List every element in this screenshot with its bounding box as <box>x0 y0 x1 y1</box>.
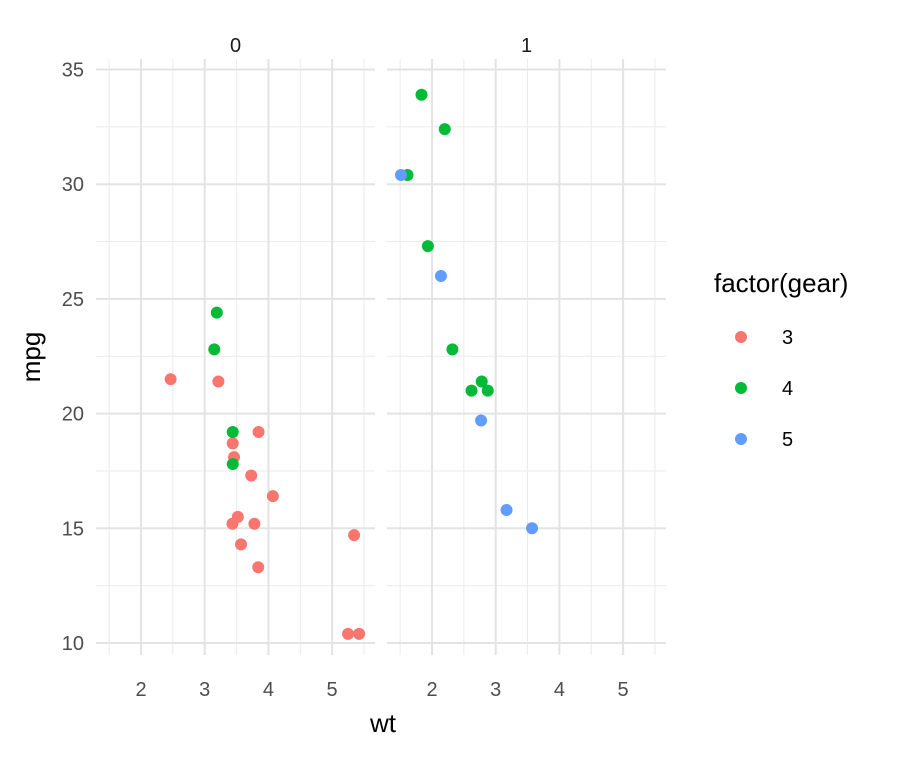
data-point-gear-3 <box>266 490 279 503</box>
data-point-gear-4 <box>415 88 428 101</box>
facet-panel-1 <box>387 59 666 655</box>
legend-label-5: 5 <box>782 429 793 451</box>
facet-strip-label-0: 0 <box>230 35 241 57</box>
data-point-gear-4 <box>210 306 223 319</box>
y-tick-label: 20 <box>62 404 84 426</box>
y-axis-tick-labels: 10 15 20 25 30 35 <box>62 60 84 656</box>
legend-label-4: 4 <box>782 378 793 400</box>
legend-key-4 <box>735 382 747 394</box>
facet-strip-label-1: 1 <box>521 35 532 57</box>
data-point-gear-3 <box>248 517 261 530</box>
x-axis-tick-labels: 2 3 4 5 2 3 4 5 <box>135 679 628 701</box>
data-point-gear-4 <box>446 343 459 356</box>
x-axis-title: wt <box>369 708 397 738</box>
data-point-gear-4 <box>465 384 478 397</box>
data-point-gear-4 <box>481 384 494 397</box>
x-tick-label: 3 <box>199 679 210 701</box>
data-point-gear-3 <box>252 425 265 438</box>
data-point-gear-5 <box>434 269 447 282</box>
data-point-gear-3 <box>212 375 225 388</box>
data-point-gear-5 <box>475 414 488 427</box>
legend: factor(gear) 3 4 5 <box>714 268 848 451</box>
data-point-gear-4 <box>226 458 239 471</box>
data-point-gear-3 <box>226 517 239 530</box>
legend-key-3 <box>735 331 747 343</box>
data-point-gear-3 <box>353 627 366 640</box>
data-point-gear-4 <box>475 375 488 388</box>
legend-key-5 <box>735 433 747 445</box>
data-point-gear-5 <box>526 522 539 535</box>
data-point-gear-5 <box>500 503 513 516</box>
x-tick-label: 4 <box>554 679 565 701</box>
x-tick-label: 2 <box>426 679 437 701</box>
x-tick-label: 4 <box>263 679 274 701</box>
x-tick-label: 3 <box>490 679 501 701</box>
data-point-gear-3 <box>226 437 239 450</box>
y-tick-label: 10 <box>62 633 84 655</box>
y-tick-label: 30 <box>62 174 84 196</box>
data-point-gear-4 <box>438 123 451 136</box>
data-point-gear-3 <box>342 627 355 640</box>
x-tick-label: 5 <box>327 679 338 701</box>
data-point-gear-3 <box>235 538 248 551</box>
y-tick-label: 15 <box>62 518 84 540</box>
data-point-gear-5 <box>395 169 407 182</box>
facet-panel-0 <box>96 59 375 655</box>
data-points <box>164 88 539 640</box>
panel-grids <box>96 59 666 655</box>
data-point-gear-4 <box>208 343 221 356</box>
data-point-gear-3 <box>348 529 361 542</box>
x-tick-label: 2 <box>135 679 146 701</box>
x-tick-label: 5 <box>618 679 629 701</box>
legend-label-3: 3 <box>782 327 793 349</box>
y-tick-label: 35 <box>62 60 84 82</box>
data-point-gear-3 <box>164 373 177 386</box>
y-axis-title: mpg <box>16 332 46 383</box>
data-point-gear-3 <box>245 469 258 482</box>
data-point-gear-4 <box>226 425 239 438</box>
data-point-gear-3 <box>252 561 265 574</box>
legend-title: factor(gear) <box>714 268 848 298</box>
y-tick-label: 25 <box>62 289 84 311</box>
data-point-gear-4 <box>421 240 434 253</box>
